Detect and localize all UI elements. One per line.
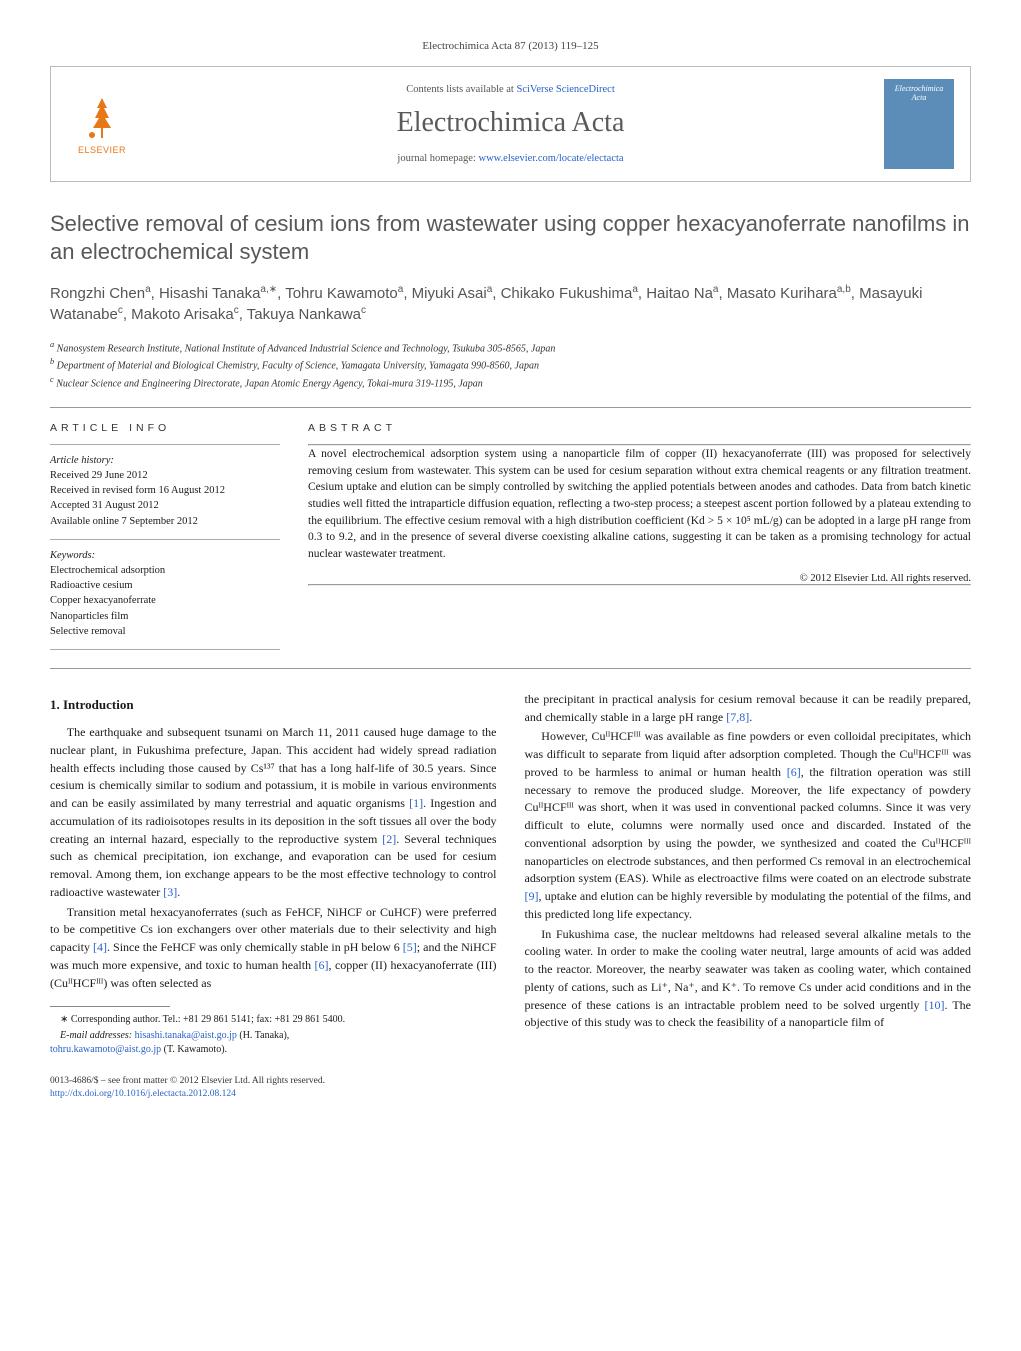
history-line: Available online 7 September 2012 bbox=[50, 514, 280, 529]
homepage-link[interactable]: www.elsevier.com/locate/electacta bbox=[478, 153, 623, 164]
abstract-head: ABSTRACT bbox=[308, 422, 971, 434]
authors-list: Rongzhi Chena, Hisashi Tanakaa,∗, Tohru … bbox=[50, 283, 971, 325]
keyword: Selective removal bbox=[50, 624, 280, 639]
journal-reference: Electrochimica Acta 87 (2013) 119–125 bbox=[50, 40, 971, 52]
paragraph: the precipitant in practical analysis fo… bbox=[525, 691, 972, 727]
footnote-separator bbox=[50, 1006, 170, 1007]
divider-2 bbox=[50, 668, 971, 669]
journal-title: Electrochimica Acta bbox=[137, 107, 884, 139]
abstract-copyright: © 2012 Elsevier Ltd. All rights reserved… bbox=[308, 573, 971, 584]
keyword: Copper hexacyanoferrate bbox=[50, 593, 280, 608]
history-label: Article history: bbox=[50, 455, 280, 466]
article-info-head: ARTICLE INFO bbox=[50, 422, 280, 434]
reference-link[interactable]: [9] bbox=[525, 889, 539, 903]
divider bbox=[50, 407, 971, 408]
paragraph: Transition metal hexacyanoferrates (such… bbox=[50, 904, 497, 993]
history-line: Received 29 June 2012 bbox=[50, 468, 280, 483]
reference-link[interactable]: [6] bbox=[787, 765, 801, 779]
abstract: ABSTRACT A novel electrochemical adsorpt… bbox=[308, 422, 971, 660]
paragraph: However, CuᴵᴵHCFᴵᴵᴵ was available as fin… bbox=[525, 728, 972, 923]
cover-title-2: Acta bbox=[912, 94, 927, 103]
elsevier-logo: ELSEVIER bbox=[67, 84, 137, 164]
contents-pre: Contents lists available at bbox=[406, 84, 516, 95]
article-title: Selective removal of cesium ions from wa… bbox=[50, 210, 971, 265]
affiliation-line: a Nanosystem Research Institute, Nationa… bbox=[50, 339, 971, 356]
corresponding-author: ∗ Corresponding author. Tel.: +81 29 861… bbox=[50, 1013, 497, 1027]
reference-link[interactable]: [4] bbox=[93, 940, 107, 954]
article-info: ARTICLE INFO Article history: Received 2… bbox=[50, 422, 280, 660]
email-2-paren: (T. Kawamoto). bbox=[161, 1044, 227, 1055]
email-link-2[interactable]: tohru.kawamoto@aist.go.jp bbox=[50, 1044, 161, 1055]
email-label: E-mail addresses: bbox=[60, 1030, 135, 1041]
body-text: 1. Introduction The earthquake and subse… bbox=[50, 691, 971, 1057]
reference-link[interactable]: [10] bbox=[925, 998, 945, 1012]
email-addresses: E-mail addresses: hisashi.tanaka@aist.go… bbox=[50, 1029, 497, 1057]
keyword: Electrochemical adsorption bbox=[50, 563, 280, 578]
journal-header: ELSEVIER Contents lists available at Sci… bbox=[50, 66, 971, 182]
homepage-pre: journal homepage: bbox=[397, 153, 478, 164]
front-matter-line: 0013-4686/$ – see front matter © 2012 El… bbox=[50, 1076, 325, 1086]
reference-link[interactable]: [5] bbox=[403, 940, 417, 954]
keyword: Nanoparticles film bbox=[50, 609, 280, 624]
affiliation-line: b Department of Material and Biological … bbox=[50, 356, 971, 373]
affiliations: a Nanosystem Research Institute, Nationa… bbox=[50, 339, 971, 391]
journal-cover: Electrochimica Acta bbox=[884, 79, 954, 169]
elsevier-tree-icon bbox=[77, 93, 127, 143]
doi-link[interactable]: http://dx.doi.org/10.1016/j.electacta.20… bbox=[50, 1089, 236, 1099]
history-line: Accepted 31 August 2012 bbox=[50, 498, 280, 513]
abstract-text: A novel electrochemical adsorption syste… bbox=[308, 446, 971, 563]
reference-link[interactable]: [1] bbox=[409, 796, 423, 810]
paragraph: The earthquake and subsequent tsunami on… bbox=[50, 724, 497, 902]
contents-available-line: Contents lists available at SciVerse Sci… bbox=[137, 84, 884, 95]
reference-link[interactable]: [2] bbox=[382, 832, 396, 846]
bottom-matter: 0013-4686/$ – see front matter © 2012 El… bbox=[50, 1075, 971, 1101]
email-link-1[interactable]: hisashi.tanaka@aist.go.jp bbox=[135, 1030, 237, 1041]
homepage-line: journal homepage: www.elsevier.com/locat… bbox=[137, 153, 884, 164]
keyword: Radioactive cesium bbox=[50, 578, 280, 593]
header-center: Contents lists available at SciVerse Sci… bbox=[137, 84, 884, 164]
elsevier-brand-text: ELSEVIER bbox=[78, 145, 126, 155]
reference-link[interactable]: [6] bbox=[315, 958, 329, 972]
reference-link[interactable]: [7,8] bbox=[726, 710, 749, 724]
sciencedirect-link[interactable]: SciVerse ScienceDirect bbox=[516, 84, 614, 95]
paragraph: In Fukushima case, the nuclear meltdowns… bbox=[525, 926, 972, 1033]
section-1-heading: 1. Introduction bbox=[50, 695, 497, 714]
keywords-label: Keywords: bbox=[50, 550, 280, 561]
affiliation-line: c Nuclear Science and Engineering Direct… bbox=[50, 374, 971, 391]
footnotes: ∗ Corresponding author. Tel.: +81 29 861… bbox=[50, 1013, 497, 1057]
reference-link[interactable]: [3] bbox=[163, 885, 177, 899]
email-1-paren: (H. Tanaka), bbox=[237, 1030, 289, 1041]
history-line: Received in revised form 16 August 2012 bbox=[50, 483, 280, 498]
